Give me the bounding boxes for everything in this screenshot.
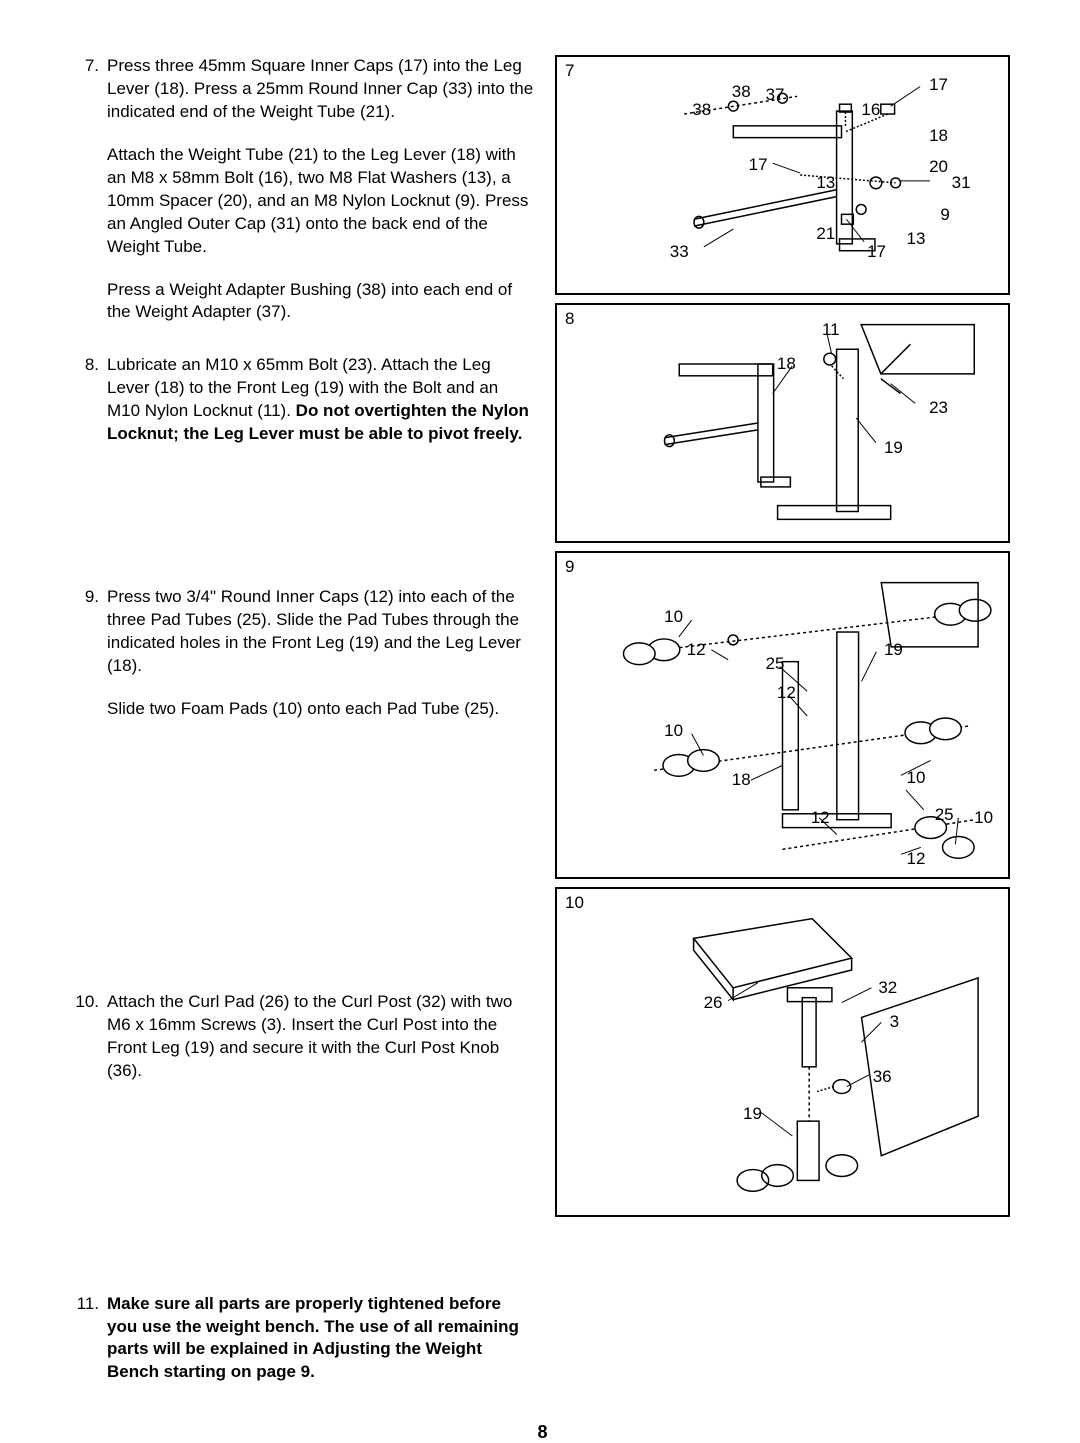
part-label: 19 xyxy=(884,640,903,660)
figure-10: 10 xyxy=(555,887,1010,1217)
part-label: 12 xyxy=(687,640,706,660)
step-number: 11. xyxy=(75,1293,107,1405)
part-label: 32 xyxy=(878,978,897,998)
part-label: 13 xyxy=(907,229,926,249)
part-label: 33 xyxy=(670,242,689,262)
step-8: 8. Lubricate an M10 x 65mm Bolt (23). At… xyxy=(75,354,535,466)
step-paragraph: Attach the Weight Tube (21) to the Leg L… xyxy=(107,144,535,259)
step-7: 7. Press three 45mm Square Inner Caps (1… xyxy=(75,55,535,344)
step-number: 10. xyxy=(75,991,107,1103)
part-label: 18 xyxy=(777,354,796,374)
step-paragraph: Press two 3/4" Round Inner Caps (12) int… xyxy=(107,586,535,678)
figure-8-diagram xyxy=(557,305,1008,541)
figure-10-diagram xyxy=(557,889,1008,1215)
part-label: 17 xyxy=(929,75,948,95)
figure-8: 8 xyxy=(555,303,1010,543)
step-paragraph: Attach the Curl Pad (26) to the Curl Pos… xyxy=(107,991,535,1083)
step-number: 9. xyxy=(75,586,107,741)
page-number: 8 xyxy=(75,1414,1010,1443)
part-label: 10 xyxy=(974,808,993,828)
figure-column: 7 xyxy=(555,55,1010,1414)
part-label: 38 xyxy=(692,100,711,120)
part-label: 16 xyxy=(861,100,880,120)
part-label: 12 xyxy=(907,849,926,869)
part-label: 18 xyxy=(732,770,751,790)
step-11: 11. Make sure all parts are properly tig… xyxy=(75,1293,535,1405)
part-label: 12 xyxy=(811,808,830,828)
instruction-column: 7. Press three 45mm Square Inner Caps (1… xyxy=(75,55,535,1414)
part-label: 38 xyxy=(732,82,751,102)
part-label: 25 xyxy=(766,654,785,674)
part-label: 10 xyxy=(907,768,926,788)
part-label: 36 xyxy=(873,1067,892,1087)
step-number: 7. xyxy=(75,55,107,344)
part-label: 13 xyxy=(816,173,835,193)
step-number: 8. xyxy=(75,354,107,466)
step-10: 10. Attach the Curl Pad (26) to the Curl… xyxy=(75,991,535,1103)
part-label: 23 xyxy=(929,398,948,418)
part-label: 20 xyxy=(929,157,948,177)
figure-9-diagram xyxy=(557,553,1008,877)
step-paragraph: Press three 45mm Square Inner Caps (17) … xyxy=(107,55,535,124)
step-paragraph: Make sure all parts are properly tighten… xyxy=(107,1293,535,1385)
step-paragraph: Press a Weight Adapter Bushing (38) into… xyxy=(107,279,535,325)
part-label: 19 xyxy=(884,438,903,458)
part-label: 10 xyxy=(664,721,683,741)
part-label: 31 xyxy=(952,173,971,193)
figure-7: 7 xyxy=(555,55,1010,295)
part-label: 17 xyxy=(749,155,768,175)
figure-9: 9 xyxy=(555,551,1010,879)
part-label: 10 xyxy=(664,607,683,627)
part-label: 17 xyxy=(867,242,886,262)
part-label: 37 xyxy=(766,85,785,105)
part-label: 26 xyxy=(704,993,723,1013)
part-label: 18 xyxy=(929,126,948,146)
part-label: 12 xyxy=(777,683,796,703)
step-9: 9. Press two 3/4" Round Inner Caps (12) … xyxy=(75,586,535,741)
part-label: 3 xyxy=(890,1012,899,1032)
part-label: 19 xyxy=(743,1104,762,1124)
part-label: 9 xyxy=(940,205,949,225)
part-label: 25 xyxy=(935,805,954,825)
part-label: 21 xyxy=(816,224,835,244)
part-label: 11 xyxy=(822,320,840,340)
step-paragraph: Lubricate an M10 x 65mm Bolt (23). Attac… xyxy=(107,354,535,446)
step-paragraph: Slide two Foam Pads (10) onto each Pad T… xyxy=(107,698,535,721)
